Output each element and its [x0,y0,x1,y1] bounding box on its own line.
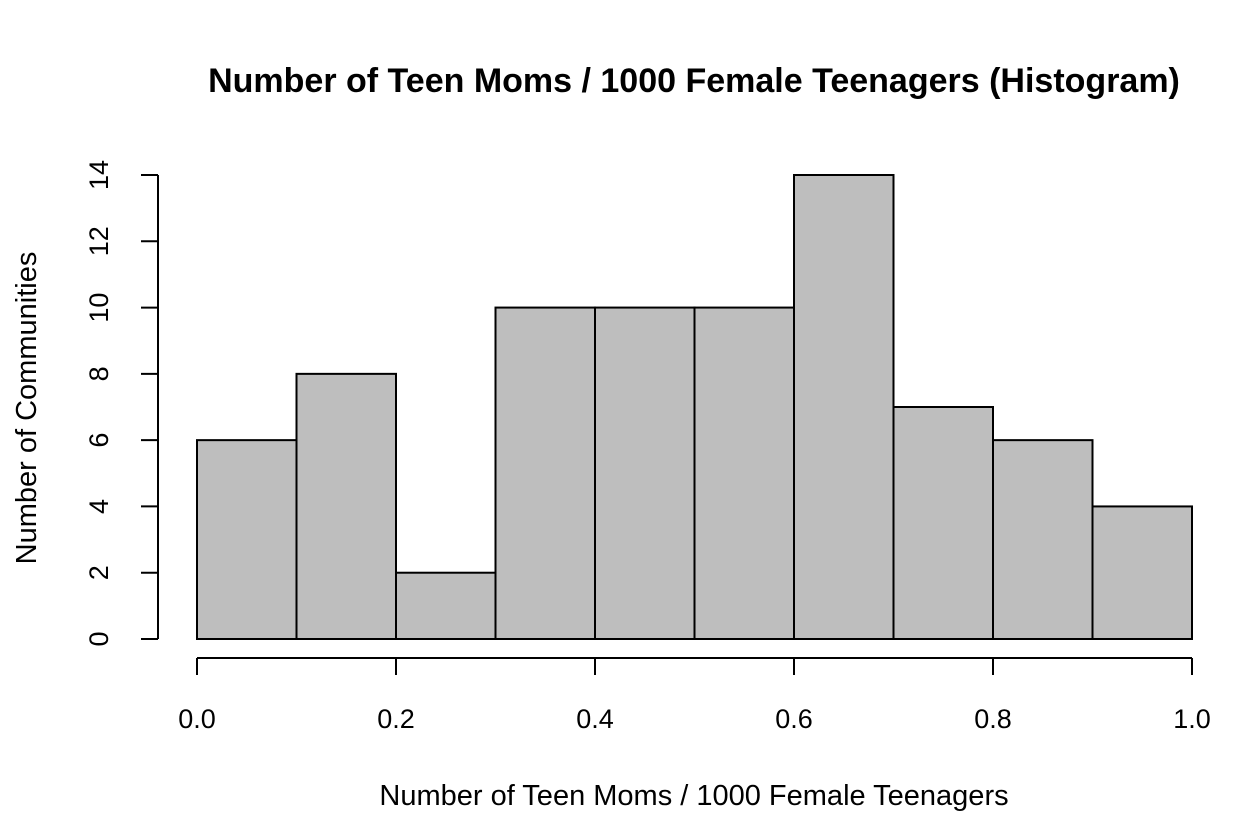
chart-title: Number of Teen Moms / 1000 Female Teenag… [208,62,1180,100]
y-tick-label: 14 [84,160,114,190]
histogram-bar [693,306,795,640]
histogram-bar [594,306,696,640]
y-tick-label: 10 [84,293,114,323]
y-tick-label: 2 [84,565,114,580]
x-tick-label: 1.0 [1173,704,1211,734]
y-axis-label: Number of Communities [11,252,43,565]
histogram-bar [793,174,895,640]
x-tick-label: 0.2 [377,704,415,734]
y-tick-label: 8 [84,366,114,381]
y-axis: 0 2 4 6 8 10 12 14 [84,160,159,647]
y-tick-label: 0 [84,631,114,646]
x-tick-label: 0.4 [576,704,614,734]
histogram-bar [992,439,1094,640]
x-tick-label: 0.8 [974,704,1012,734]
y-tick-label: 6 [84,433,114,448]
histogram-bar [494,306,596,640]
x-axis: 0.0 0.2 0.4 0.6 0.8 1.0 [178,657,1211,734]
histogram-bar [395,571,497,641]
histogram-bar [892,406,994,640]
y-tick-label: 4 [84,499,114,514]
histogram-bar [295,372,397,640]
x-tick-label: 0.6 [775,704,813,734]
x-tick-label: 0.0 [178,704,216,734]
histogram-bar [196,439,298,640]
histogram-bars [196,174,1193,641]
y-tick-label: 12 [84,226,114,256]
histogram-bar [1091,505,1193,640]
x-axis-label: Number of Teen Moms / 1000 Female Teenag… [379,780,1008,812]
